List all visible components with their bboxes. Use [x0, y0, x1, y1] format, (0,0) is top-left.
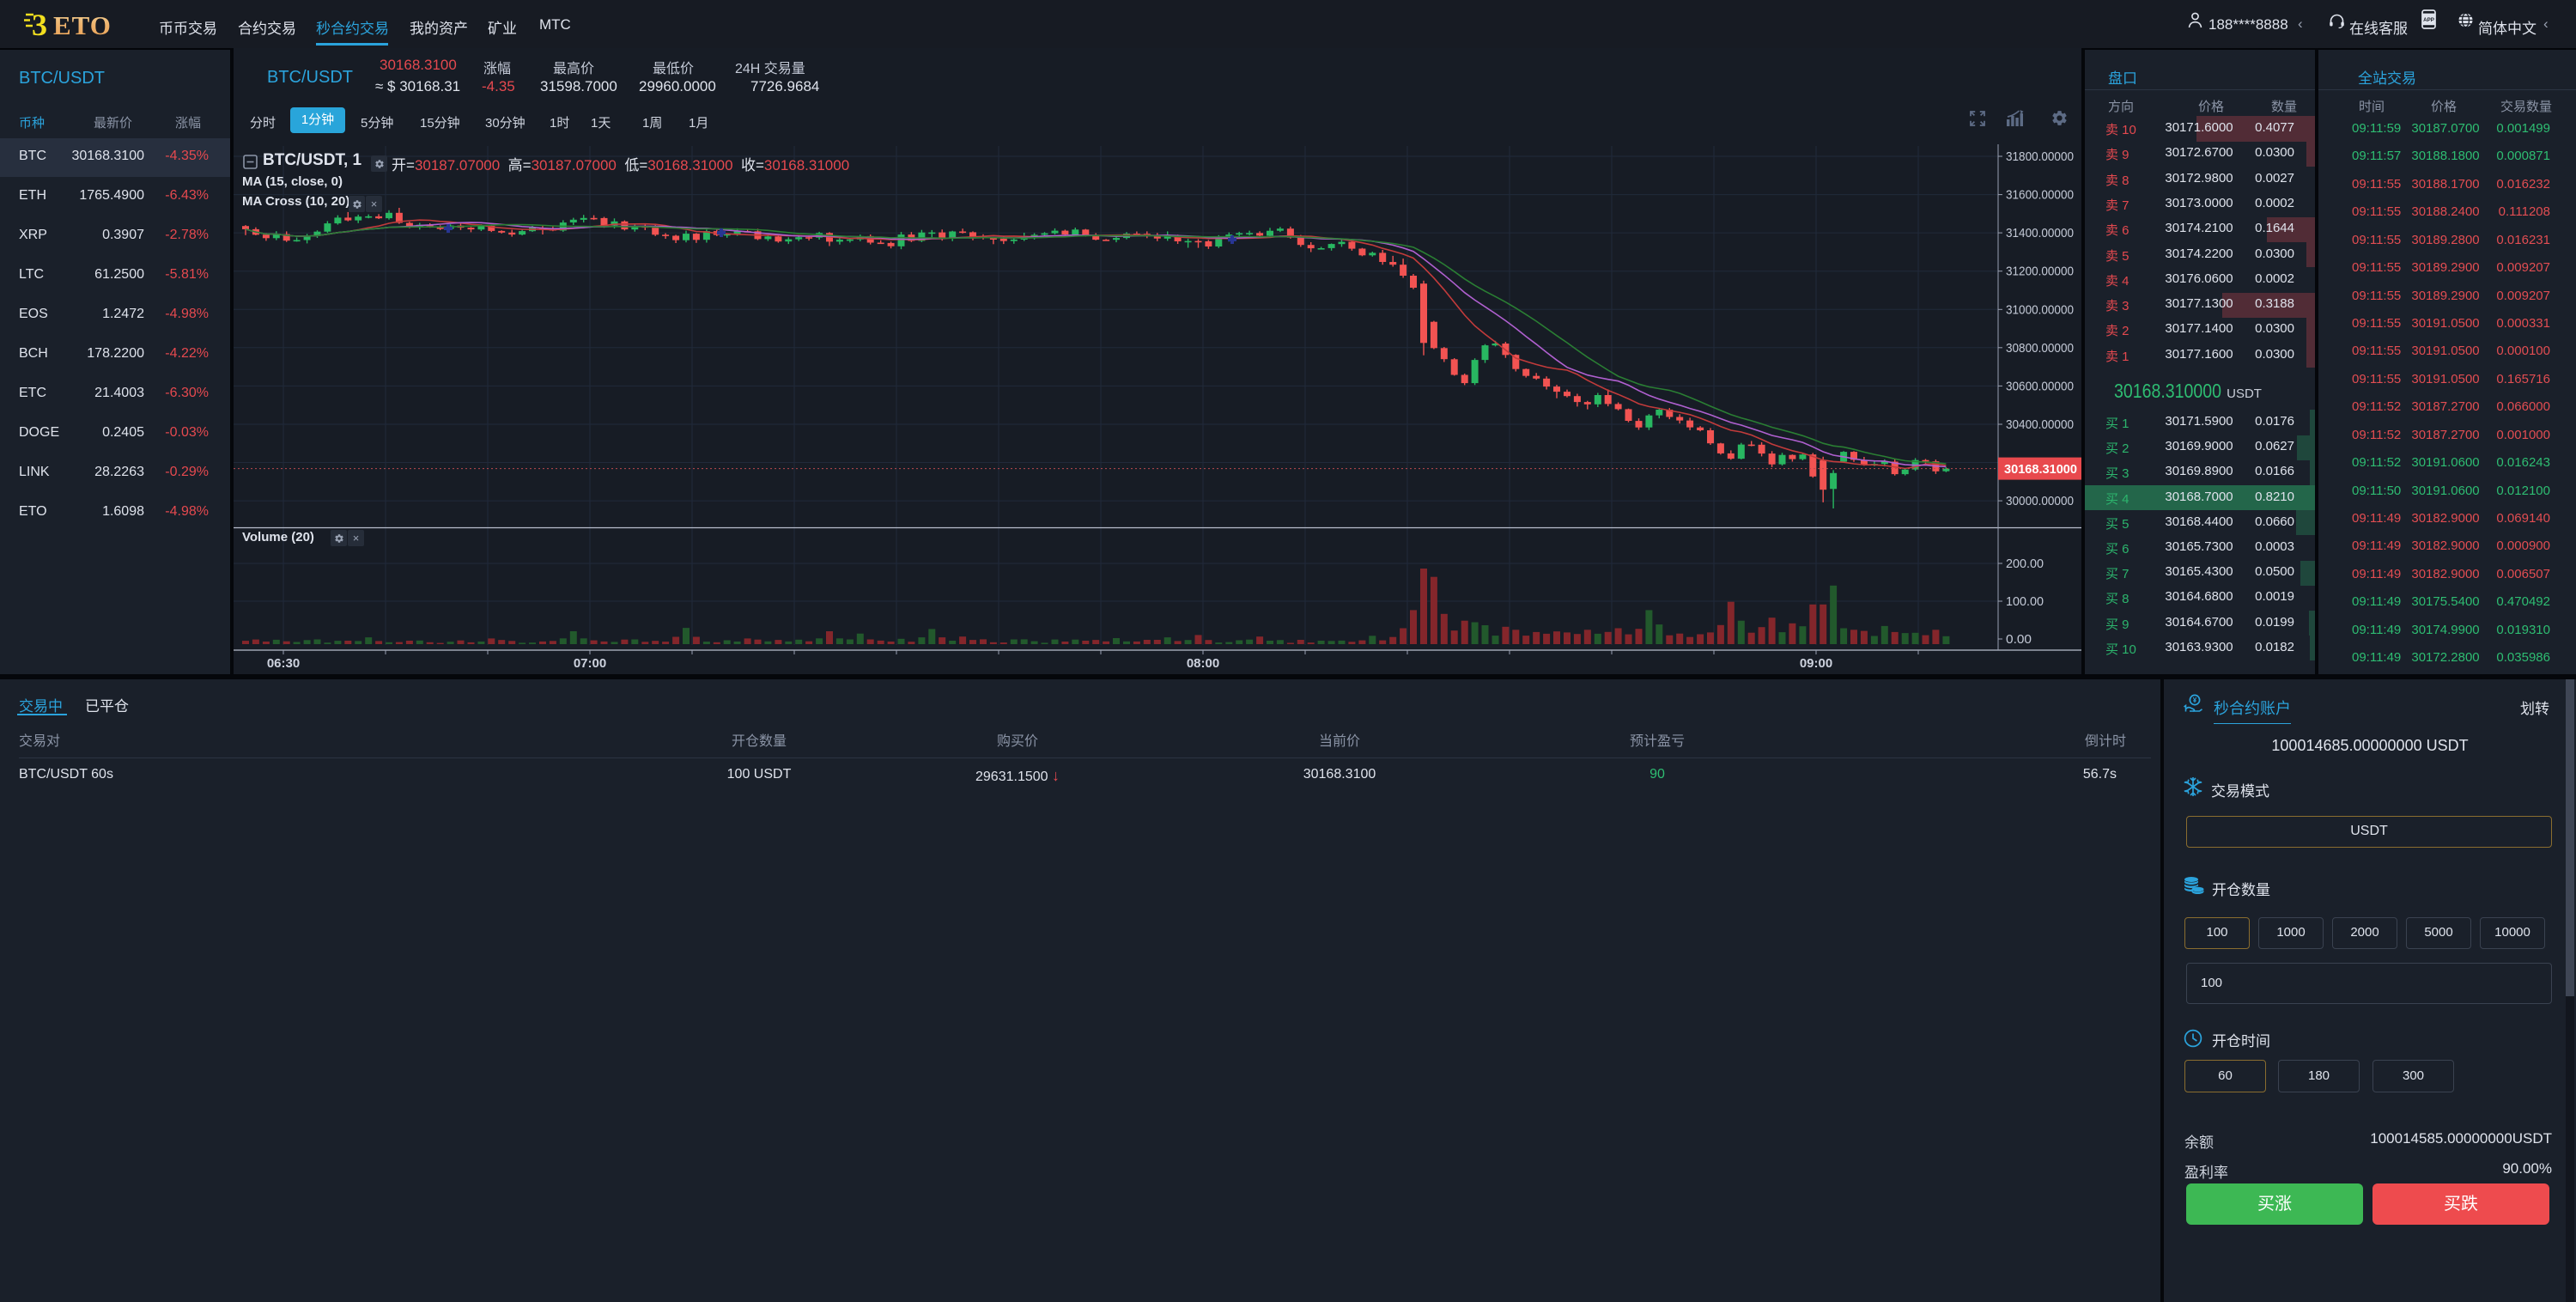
svg-text:31600.00000: 31600.00000: [2006, 188, 2074, 203]
svg-text:ETO: ETO: [53, 10, 112, 40]
svg-text:06:30: 06:30: [267, 656, 300, 671]
svg-text:31200.00000: 31200.00000: [2006, 265, 2074, 279]
svg-text:200.00: 200.00: [2006, 557, 2044, 571]
svg-text:0.00: 0.00: [2006, 632, 2032, 647]
svg-text:09:00: 09:00: [1800, 656, 1832, 671]
svg-text:31400.00000: 31400.00000: [2006, 226, 2074, 240]
svg-text:30600.00000: 30600.00000: [2006, 379, 2074, 393]
svg-text:100.00: 100.00: [2006, 594, 2044, 609]
svg-text:07:00: 07:00: [574, 656, 606, 671]
svg-text:30000.00000: 30000.00000: [2006, 494, 2074, 508]
svg-text:30800.00000: 30800.00000: [2006, 341, 2074, 356]
svg-text:30400.00000: 30400.00000: [2006, 417, 2074, 432]
svg-text:30168.31000: 30168.31000: [2004, 462, 2077, 477]
svg-text:¥: ¥: [2193, 697, 2197, 704]
svg-text:08:00: 08:00: [1187, 656, 1219, 671]
svg-text:3: 3: [32, 8, 47, 40]
svg-text:31800.00000: 31800.00000: [2006, 149, 2074, 164]
svg-text:APP: APP: [2423, 17, 2434, 23]
svg-text:31000.00000: 31000.00000: [2006, 302, 2074, 317]
